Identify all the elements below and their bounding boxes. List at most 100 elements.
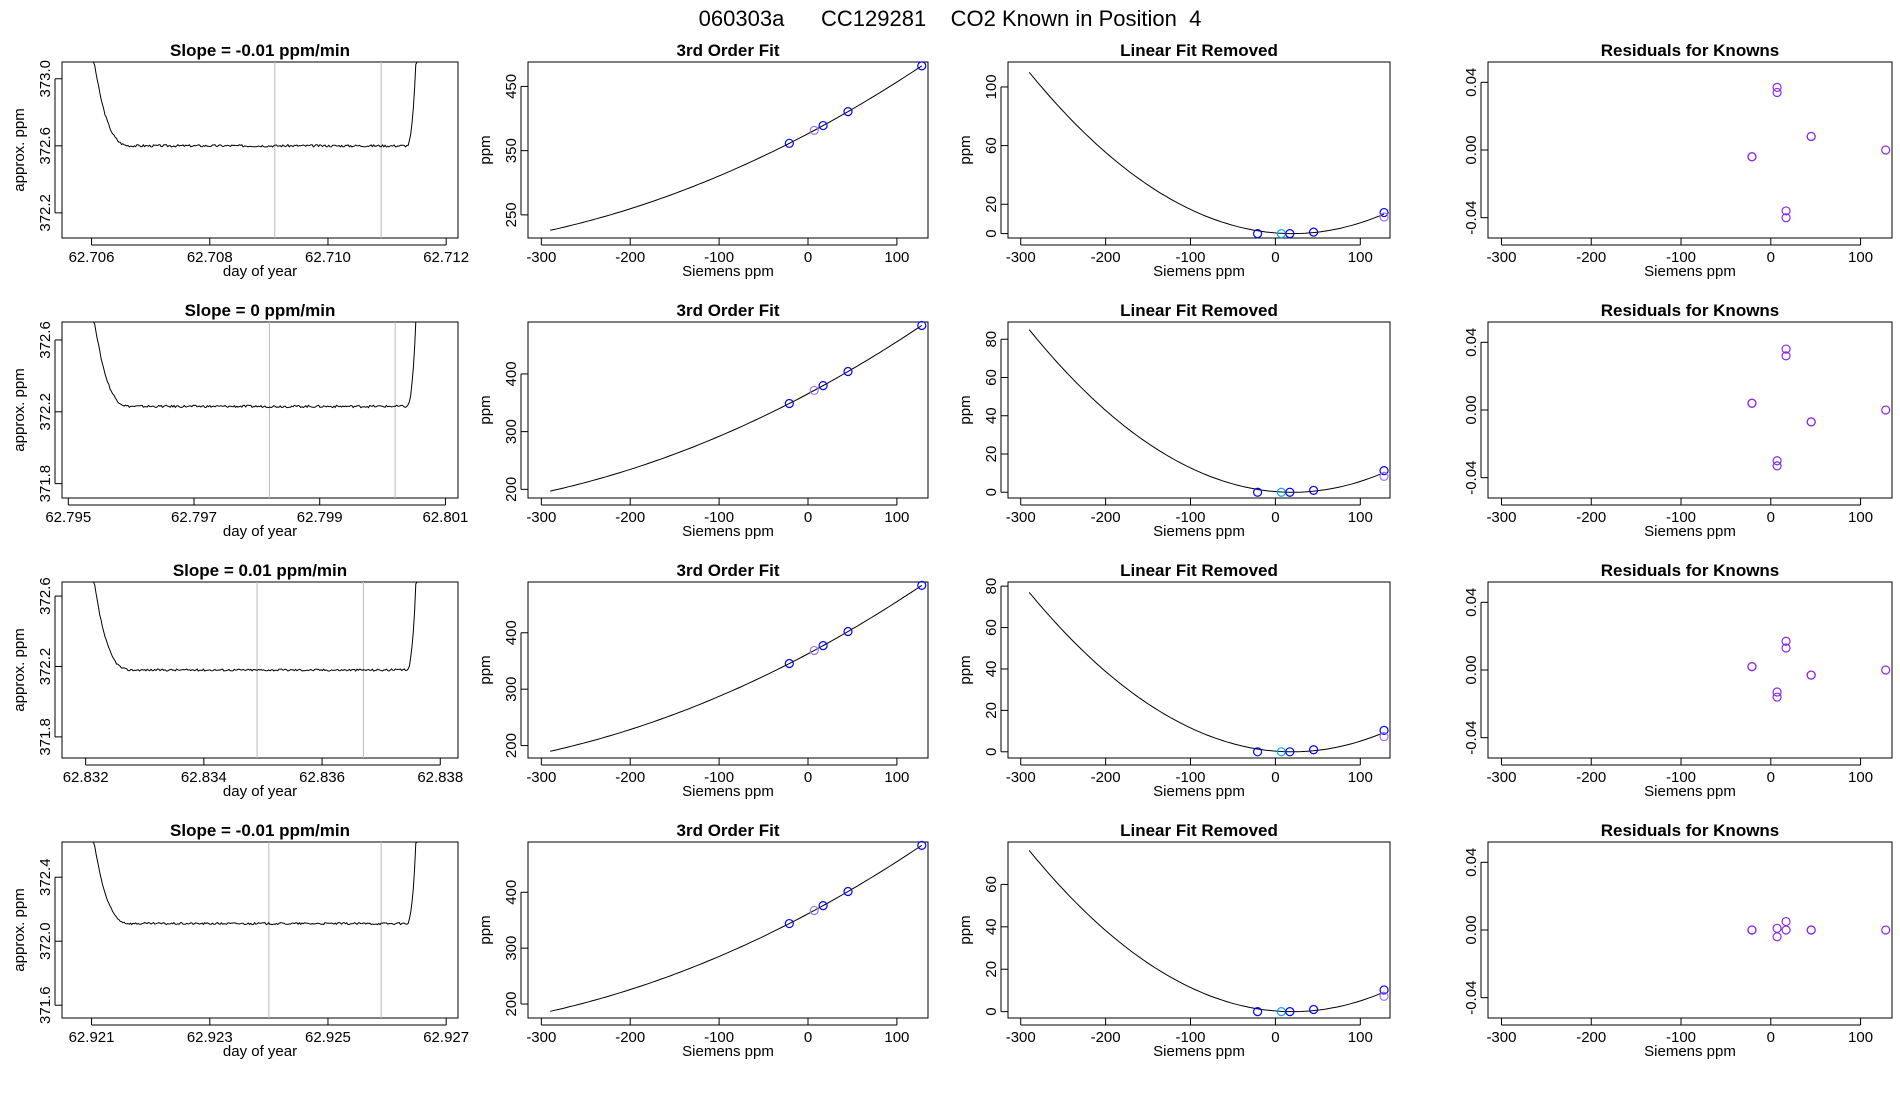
residuals-xtick-label: 100: [1848, 769, 1873, 786]
residuals-xtick-label: -200: [1576, 509, 1606, 526]
residuals-ytick-label: 0.00: [1463, 135, 1480, 164]
residuals-ytick-label: -0.04: [1463, 461, 1480, 495]
timeseries-ytick-label: 372.2: [37, 393, 54, 431]
linremoved-xtick-label: 0: [1271, 1029, 1279, 1046]
fit-curve: [550, 325, 923, 492]
row2-fit-panel: 3rd Order Fit -300 -200 -100 0 100 Siemens ppm…: [477, 301, 929, 540]
residuals-xtick-label: -100: [1666, 249, 1696, 266]
residual-point: [1881, 405, 1891, 415]
linremoved-xtick-label: -300: [1006, 249, 1036, 266]
fit-ylabel: ppm: [477, 135, 494, 164]
linremoved-xtick-label: 0: [1271, 509, 1279, 526]
timeseries-ylabel: approx. ppm: [11, 888, 28, 971]
residual-point: [1747, 662, 1757, 672]
timeseries-ylabel: approx. ppm: [11, 108, 28, 191]
residual-point: [1772, 923, 1782, 933]
linremoved-frame: [1007, 61, 1391, 239]
linremoved-ytick-label: 0: [983, 229, 1000, 237]
known-point: [818, 120, 828, 131]
row3-timeseries-panel: Slope = 0.01 ppm/min 62.832 62.834 62.836 62…: [11, 561, 463, 800]
linremoved-ylabel: ppm: [957, 135, 974, 164]
known-point: [809, 385, 819, 396]
row4-timeseries-panel: Slope = -0.01 ppm/min 62.921 62.923 62.925 6…: [11, 821, 469, 1060]
fit-xtick-label: 0: [804, 509, 812, 526]
residuals-ytick-label: 0.00: [1463, 655, 1480, 684]
residuals-frame: [1487, 61, 1893, 239]
residuals-xtick-label: 0: [1767, 509, 1775, 526]
linremoved-xlabel: Siemens ppm: [1153, 263, 1245, 280]
timeseries-title: Slope = 0 ppm/min: [185, 301, 336, 320]
linremoved-ytick-label: 0: [983, 1007, 1000, 1015]
residuals-xtick-label: 100: [1848, 249, 1873, 266]
known-point: [1379, 731, 1389, 742]
linremoved-xlabel: Siemens ppm: [1153, 1043, 1245, 1060]
residual-curve: [1028, 850, 1385, 1013]
linremoved-xtick-label: 100: [1348, 249, 1373, 266]
timeseries-ytick-label: 372.6: [37, 577, 54, 615]
residuals-xtick-label: -200: [1576, 769, 1606, 786]
timeseries-xlabel: day of year: [223, 1043, 297, 1060]
residual-point: [1806, 131, 1816, 142]
timeseries-xtick-label: 62.708: [187, 249, 233, 266]
timeseries-frame: [61, 841, 459, 1019]
fit-ytick-label: 400: [503, 361, 520, 386]
linremoved-ytick-label: 40: [983, 918, 1000, 935]
timeseries-line: [85, 581, 419, 672]
known-point: [843, 886, 853, 897]
known-point: [1379, 725, 1389, 735]
known-point: [1252, 747, 1263, 757]
known-point: [1379, 985, 1389, 995]
linremoved-title: Linear Fit Removed: [1120, 41, 1278, 60]
fit-ytick-label: 300: [503, 677, 520, 702]
linremoved-xtick-label: -300: [1006, 769, 1036, 786]
fit-xtick-label: -300: [526, 769, 556, 786]
residuals-frame: [1487, 321, 1893, 499]
timeseries-title: Slope = 0.01 ppm/min: [173, 561, 347, 580]
timeseries-frame: [61, 61, 459, 239]
row2-timeseries-panel: Slope = 0 ppm/min 62.795 62.797 62.799 62.80…: [11, 301, 468, 540]
linremoved-xtick-label: -100: [1175, 509, 1205, 526]
timeseries-ytick-label: 371.8: [37, 465, 54, 503]
timeseries-ytick-label: 372.6: [37, 127, 54, 165]
residual-point: [1806, 417, 1816, 427]
fit-ytick-label: 200: [503, 477, 520, 502]
linremoved-ylabel: ppm: [957, 395, 974, 424]
residual-point: [1772, 82, 1782, 92]
known-point: [1252, 1007, 1263, 1017]
fit-ylabel: ppm: [477, 655, 494, 684]
linremoved-ytick-label: 20: [983, 196, 1000, 213]
residuals-xlabel: Siemens ppm: [1644, 783, 1736, 800]
linremoved-ytick-label: 80: [983, 578, 1000, 595]
known-point: [917, 840, 927, 850]
fit-ytick-label: 350: [503, 138, 520, 163]
fit-frame: [527, 61, 929, 239]
residual-point: [1781, 351, 1791, 361]
residuals-xtick-label: -300: [1486, 509, 1516, 526]
residual-point: [1772, 456, 1782, 466]
timeseries-ytick-label: 372.2: [37, 194, 54, 232]
known-point: [917, 320, 927, 331]
fit-ylabel: ppm: [477, 915, 494, 944]
timeseries-xtick-label: 62.923: [187, 1029, 233, 1046]
linremoved-xtick-label: -300: [1006, 509, 1036, 526]
fit-ytick-label: 250: [503, 202, 520, 227]
residuals-xtick-label: -300: [1486, 249, 1516, 266]
fit-xtick-label: -200: [615, 249, 645, 266]
row4-residuals-panel: Residuals for Knowns -300 -200 -100 0 100 Siem…: [1463, 821, 1893, 1060]
known-point: [917, 61, 927, 71]
known-point: [784, 918, 794, 929]
linremoved-ytick-label: 40: [983, 407, 1000, 424]
linremoved-ytick-label: 60: [983, 619, 1000, 636]
fit-xlabel: Siemens ppm: [682, 523, 774, 540]
fit-xtick-label: 100: [884, 249, 909, 266]
fit-xtick-label: 100: [884, 769, 909, 786]
linremoved-xtick-label: -100: [1175, 769, 1205, 786]
known-point: [1285, 1007, 1295, 1017]
fit-xtick-label: -300: [526, 249, 556, 266]
row2-residuals-panel: Residuals for Knowns -300 -200 -100 0 100 Siem…: [1463, 301, 1893, 540]
residuals-ytick-label: -0.04: [1463, 721, 1480, 755]
residual-point: [1781, 925, 1791, 935]
known-point: [1379, 471, 1389, 481]
row1-fit-panel: 3rd Order Fit -300 -200 -100 0 100 Siemens ppm…: [477, 41, 929, 280]
